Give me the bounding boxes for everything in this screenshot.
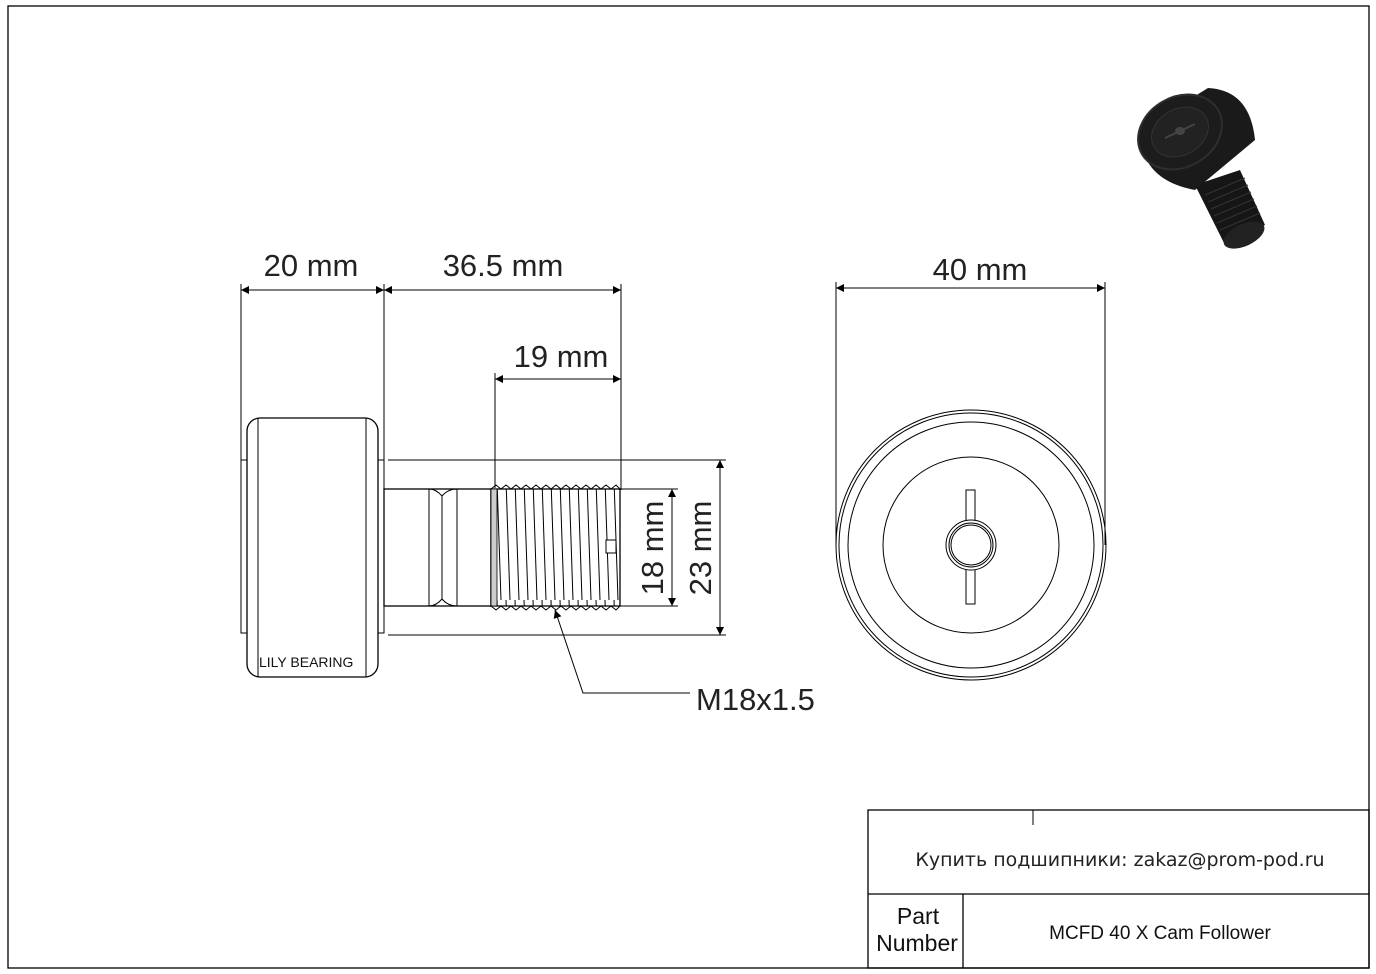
side-view: LILY BEARING bbox=[240, 417, 621, 678]
product-3d-render bbox=[1137, 88, 1265, 249]
hex-socket-slot bbox=[605, 539, 617, 554]
thread-spec-label: M18x1.5 bbox=[696, 682, 815, 717]
dim-thread-length: 19 mm bbox=[514, 339, 609, 374]
part-number-value: MCFD 40 X Cam Follower bbox=[1049, 923, 1271, 944]
part-number-label-line2: Number bbox=[876, 930, 958, 956]
dim-thread-diameter: 18 mm bbox=[635, 501, 670, 596]
roller-flange-right bbox=[377, 459, 385, 634]
roller-outer bbox=[246, 417, 379, 678]
drawing-border bbox=[7, 5, 1370, 969]
dimension-lines bbox=[241, 284, 1105, 694]
title-block: Купить подшипники: zakaz@prom-pod.ru Par… bbox=[867, 809, 1370, 969]
brand-mark: LILY BEARING bbox=[259, 654, 353, 670]
front-view bbox=[835, 409, 1107, 681]
roller-flange-left bbox=[240, 459, 248, 634]
dim-stud-length: 36.5 mm bbox=[443, 248, 564, 283]
stud-groove bbox=[428, 488, 458, 607]
contact-text: Купить подшипники: zakaz@prom-pod.ru bbox=[915, 849, 1324, 871]
dim-flange-diameter: 23 mm bbox=[683, 501, 718, 596]
thread-leader bbox=[553, 609, 690, 694]
dim-outer-diameter: 40 mm bbox=[933, 252, 1028, 287]
dim-roller-width: 20 mm bbox=[264, 248, 359, 283]
stud-shank bbox=[383, 488, 492, 607]
thread-section bbox=[490, 488, 621, 607]
part-number-label-line1: Part bbox=[897, 903, 940, 929]
